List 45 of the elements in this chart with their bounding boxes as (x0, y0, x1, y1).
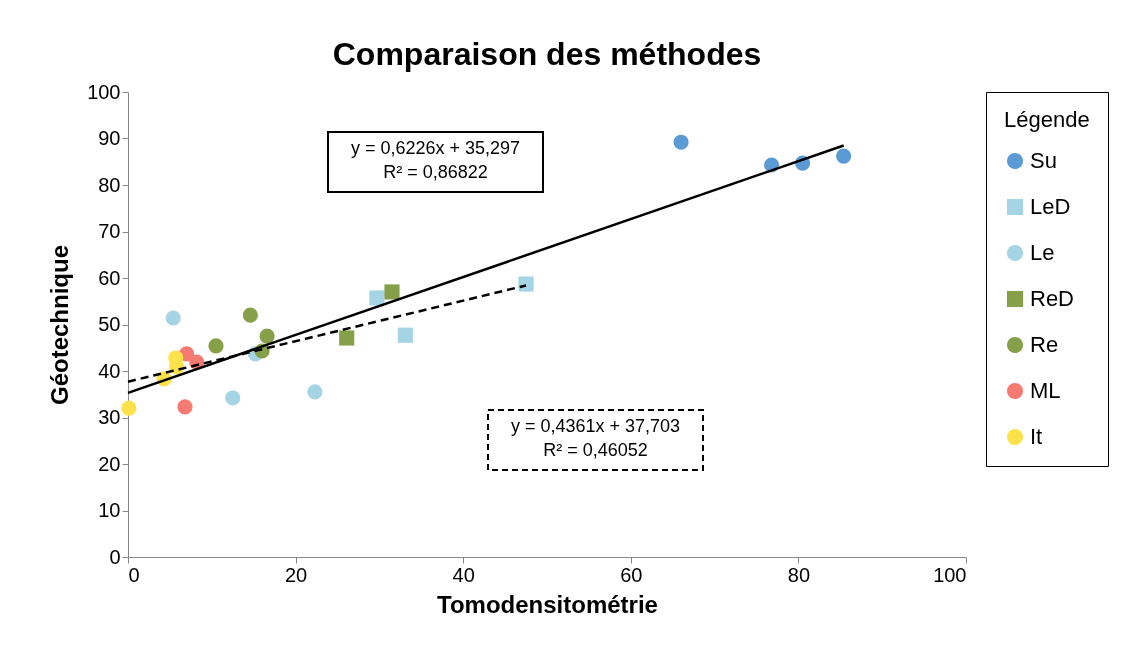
point (384, 284, 400, 300)
point (208, 338, 224, 354)
y-tick-label: 0 (109, 545, 121, 568)
y-tick-label: 50 (98, 313, 121, 335)
y-tick-label: 60 (98, 266, 121, 289)
x-tick-label: 60 (620, 563, 643, 586)
legend-label: It (1030, 424, 1043, 449)
x-tick-label: 40 (452, 563, 475, 586)
y-tick-label: 70 (98, 220, 121, 242)
y-tick-label: 100 (87, 80, 121, 103)
point (225, 390, 241, 406)
legend-title: Légende (1004, 107, 1090, 132)
y-tick-label: 20 (98, 452, 121, 475)
y-tick-label: 80 (98, 173, 121, 196)
y-tick-label: 10 (98, 499, 121, 521)
x-axis-title: Tomodensitométrie (437, 590, 658, 618)
x-tick-label: 0 (128, 563, 140, 586)
annotation: y = 0,6226x + 35,297 R² = 0,86822 (350, 138, 521, 182)
y-tick-label: 90 (98, 127, 121, 149)
point (397, 327, 413, 343)
point (307, 384, 323, 400)
legend-label: Le (1030, 240, 1055, 265)
x-tick-label: 20 (284, 563, 308, 586)
point (339, 330, 355, 346)
legend-label: LeD (1030, 194, 1071, 219)
annotation: y = 0,4361x + 37,703 R² = 0,46052 (510, 416, 681, 460)
point (673, 134, 689, 150)
point (165, 310, 181, 326)
legend-label: Re (1030, 332, 1059, 357)
legend-label: ReD (1030, 286, 1075, 311)
x-tick-label: 100 (933, 563, 967, 586)
point (836, 148, 852, 164)
point (369, 290, 385, 306)
legend-label: Su (1030, 148, 1057, 173)
x-tick-label: 80 (787, 563, 811, 586)
point (177, 399, 193, 415)
point (121, 400, 137, 416)
legend-label: ML (1030, 378, 1061, 403)
point (242, 307, 258, 323)
point (259, 328, 275, 344)
chart-title: Comparaison des méthodes (332, 36, 762, 72)
y-tick-label: 30 (98, 406, 121, 428)
y-axis-title: Géotechnique (46, 244, 74, 406)
y-tick-label: 40 (98, 359, 121, 382)
point (518, 276, 534, 292)
